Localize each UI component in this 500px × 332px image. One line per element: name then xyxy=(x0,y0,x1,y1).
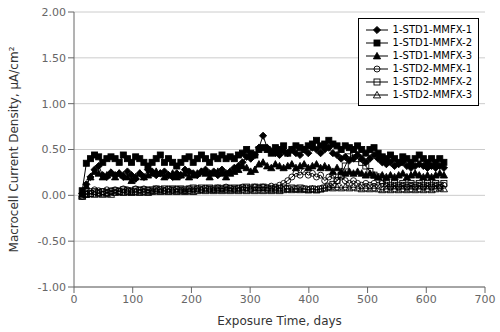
svg-text:-1.00: -1.00 xyxy=(38,281,66,294)
svg-text:500: 500 xyxy=(357,293,378,306)
html-text:1-STD2-MMFX-3: 1-STD2-MMFX-3 xyxy=(392,89,472,100)
html-text:1-STD2-MMFX-2: 1-STD2-MMFX-2 xyxy=(392,76,472,87)
svg-text:400: 400 xyxy=(298,293,319,306)
html-text:1-STD1-MMFX-2: 1-STD1-MMFX-2 xyxy=(392,37,472,48)
svg-text:200: 200 xyxy=(181,293,202,306)
svg-text:Exposure Time, days: Exposure Time, days xyxy=(217,314,342,328)
html-text:1-STD1-MMFX-1: 1-STD1-MMFX-1 xyxy=(392,24,472,35)
svg-text:1.00: 1.00 xyxy=(42,98,67,111)
svg-text:100: 100 xyxy=(122,293,143,306)
svg-text:700: 700 xyxy=(475,293,493,306)
svg-text:300: 300 xyxy=(240,293,261,306)
html-text:1-STD1-MMFX-3: 1-STD1-MMFX-3 xyxy=(392,50,472,61)
svg-text:1.50: 1.50 xyxy=(42,52,67,65)
svg-text:0.50: 0.50 xyxy=(42,143,67,156)
svg-text:Macrocell Current Density, μA/: Macrocell Current Density, μA/cm² xyxy=(8,46,21,252)
svg-text:-0.50: -0.50 xyxy=(38,235,66,248)
svg-text:2.00: 2.00 xyxy=(42,6,67,19)
html-text:1-STD2-MMFX-1: 1-STD2-MMFX-1 xyxy=(392,63,472,74)
svg-text:0: 0 xyxy=(71,293,78,306)
svg-text:0.00: 0.00 xyxy=(42,189,67,202)
svg-text:600: 600 xyxy=(416,293,437,306)
